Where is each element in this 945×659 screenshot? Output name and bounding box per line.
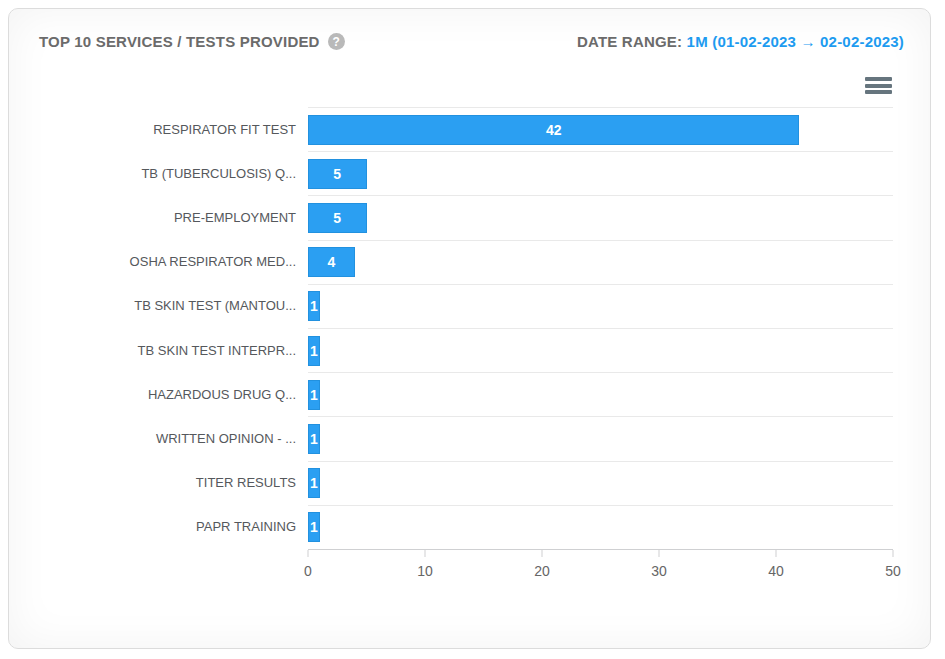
x-axis-labels: 0 10 20 30 40 50: [308, 563, 893, 581]
bar[interactable]: 5: [308, 159, 367, 189]
plot-band: 1: [308, 416, 893, 460]
bar-value-label: 1: [310, 343, 318, 359]
bar[interactable]: 42: [308, 115, 799, 145]
chart-title: TOP 10 SERVICES / TESTS PROVIDED: [39, 33, 320, 50]
plot-band: 1: [308, 328, 893, 372]
category-label: TB SKIN TEST (MANTOU...: [39, 284, 308, 328]
chart-row: RESPIRATOR FIT TEST 42: [39, 107, 893, 151]
plot-band: 1: [308, 505, 893, 549]
help-icon[interactable]: ?: [328, 33, 345, 50]
bar[interactable]: 1: [308, 512, 320, 542]
chart-row: HAZARDOUS DRUG Q... 1: [39, 372, 893, 416]
date-range: DATE RANGE: 1M (01-02-2023 → 02-02-2023): [577, 33, 904, 50]
chart-row: TB (TUBERCULOSIS) Q... 5: [39, 151, 893, 195]
x-tick-label: 30: [651, 563, 667, 579]
plot-band: 1: [308, 284, 893, 328]
plot-band: 5: [308, 151, 893, 195]
bar-value-label: 1: [310, 475, 318, 491]
bar-chart: RESPIRATOR FIT TEST 42 TB (TUBERCULOSIS)…: [39, 107, 893, 581]
bar-value-label: 42: [546, 122, 562, 138]
x-axis-tick: [659, 550, 660, 557]
category-label: TB (TUBERCULOSIS) Q...: [39, 151, 308, 195]
bar-value-label: 4: [328, 254, 336, 270]
bar-value-label: 5: [333, 166, 341, 182]
bar-value-label: 1: [310, 431, 318, 447]
bar[interactable]: 1: [308, 336, 320, 366]
date-range-value[interactable]: 1M (01-02-2023 → 02-02-2023): [687, 33, 904, 50]
category-label: WRITTEN OPINION - ...: [39, 416, 308, 460]
category-label: HAZARDOUS DRUG Q...: [39, 372, 308, 416]
chart-row: PRE-EMPLOYMENT 5: [39, 195, 893, 239]
bar-value-label: 5: [333, 210, 341, 226]
x-tick-label: 40: [768, 563, 784, 579]
chart-row: TITER RESULTS 1: [39, 461, 893, 505]
bar-value-label: 1: [310, 298, 318, 314]
x-axis-tick: [425, 550, 426, 557]
bar-value-label: 1: [310, 519, 318, 535]
category-label: TITER RESULTS: [39, 461, 308, 505]
bar[interactable]: 1: [308, 424, 320, 454]
plot-band: 4: [308, 240, 893, 284]
bar[interactable]: 4: [308, 247, 355, 277]
category-label: PAPR TRAINING: [39, 505, 308, 549]
bar[interactable]: 1: [308, 380, 320, 410]
chart-row: TB SKIN TEST INTERPR... 1: [39, 328, 893, 372]
x-axis: [308, 549, 893, 557]
chart-card: TOP 10 SERVICES / TESTS PROVIDED ? DATE …: [8, 8, 931, 649]
date-range-label: DATE RANGE:: [577, 33, 682, 50]
x-axis-tick: [542, 550, 543, 557]
bar[interactable]: 1: [308, 291, 320, 321]
x-tick-label: 0: [304, 563, 312, 579]
bar[interactable]: 5: [308, 203, 367, 233]
x-tick-label: 20: [534, 563, 550, 579]
category-label: PRE-EMPLOYMENT: [39, 195, 308, 239]
x-axis-tick: [776, 550, 777, 557]
bar-value-label: 1: [310, 387, 318, 403]
chart-row: PAPR TRAINING 1: [39, 505, 893, 549]
plot-band: 1: [308, 372, 893, 416]
chart-row: WRITTEN OPINION - ... 1: [39, 416, 893, 460]
x-tick-label: 50: [885, 563, 901, 579]
category-label: RESPIRATOR FIT TEST: [39, 107, 308, 151]
x-tick-label: 10: [417, 563, 433, 579]
plot-band: 5: [308, 195, 893, 239]
plot-band: 1: [308, 461, 893, 505]
hamburger-menu-icon[interactable]: [865, 75, 892, 96]
category-label: OSHA RESPIRATOR MED...: [39, 240, 308, 284]
chart-row: OSHA RESPIRATOR MED... 4: [39, 240, 893, 284]
category-label: TB SKIN TEST INTERPR...: [39, 328, 308, 372]
x-axis-tick: [308, 550, 309, 557]
bar[interactable]: 1: [308, 468, 320, 498]
card-header: TOP 10 SERVICES / TESTS PROVIDED ? DATE …: [39, 33, 904, 50]
chart-row: TB SKIN TEST (MANTOU... 1: [39, 284, 893, 328]
x-axis-tick: [893, 550, 894, 557]
plot-band: 42: [308, 107, 893, 151]
